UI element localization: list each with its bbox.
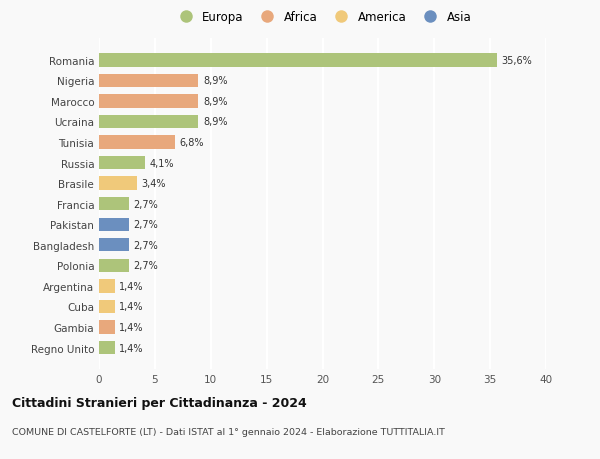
Text: 3,4%: 3,4% [142,179,166,189]
Text: 2,7%: 2,7% [134,261,158,271]
Text: Cittadini Stranieri per Cittadinanza - 2024: Cittadini Stranieri per Cittadinanza - 2… [12,396,307,409]
Bar [99,197,129,211]
Bar [99,259,129,273]
Bar [99,116,199,129]
Bar [99,95,199,108]
Bar [99,177,137,190]
Text: 2,7%: 2,7% [134,199,158,209]
Bar [99,300,115,313]
Text: 1,4%: 1,4% [119,302,143,312]
Text: 1,4%: 1,4% [119,343,143,353]
Legend: Europa, Africa, America, Asia: Europa, Africa, America, Asia [172,9,473,26]
Text: COMUNE DI CASTELFORTE (LT) - Dati ISTAT al 1° gennaio 2024 - Elaborazione TUTTIT: COMUNE DI CASTELFORTE (LT) - Dati ISTAT … [12,427,445,436]
Text: 2,7%: 2,7% [134,220,158,230]
Text: 8,9%: 8,9% [203,76,227,86]
Bar [99,54,497,67]
Bar [99,239,129,252]
Bar [99,74,199,88]
Text: 35,6%: 35,6% [502,56,532,66]
Bar [99,218,129,231]
Bar [99,157,145,170]
Bar [99,280,115,293]
Bar [99,321,115,334]
Text: 4,1%: 4,1% [149,158,174,168]
Text: 8,9%: 8,9% [203,97,227,106]
Text: 6,8%: 6,8% [179,138,204,148]
Bar [99,136,175,149]
Text: 1,4%: 1,4% [119,281,143,291]
Text: 2,7%: 2,7% [134,240,158,250]
Text: 1,4%: 1,4% [119,322,143,332]
Bar [99,341,115,354]
Text: 8,9%: 8,9% [203,117,227,127]
